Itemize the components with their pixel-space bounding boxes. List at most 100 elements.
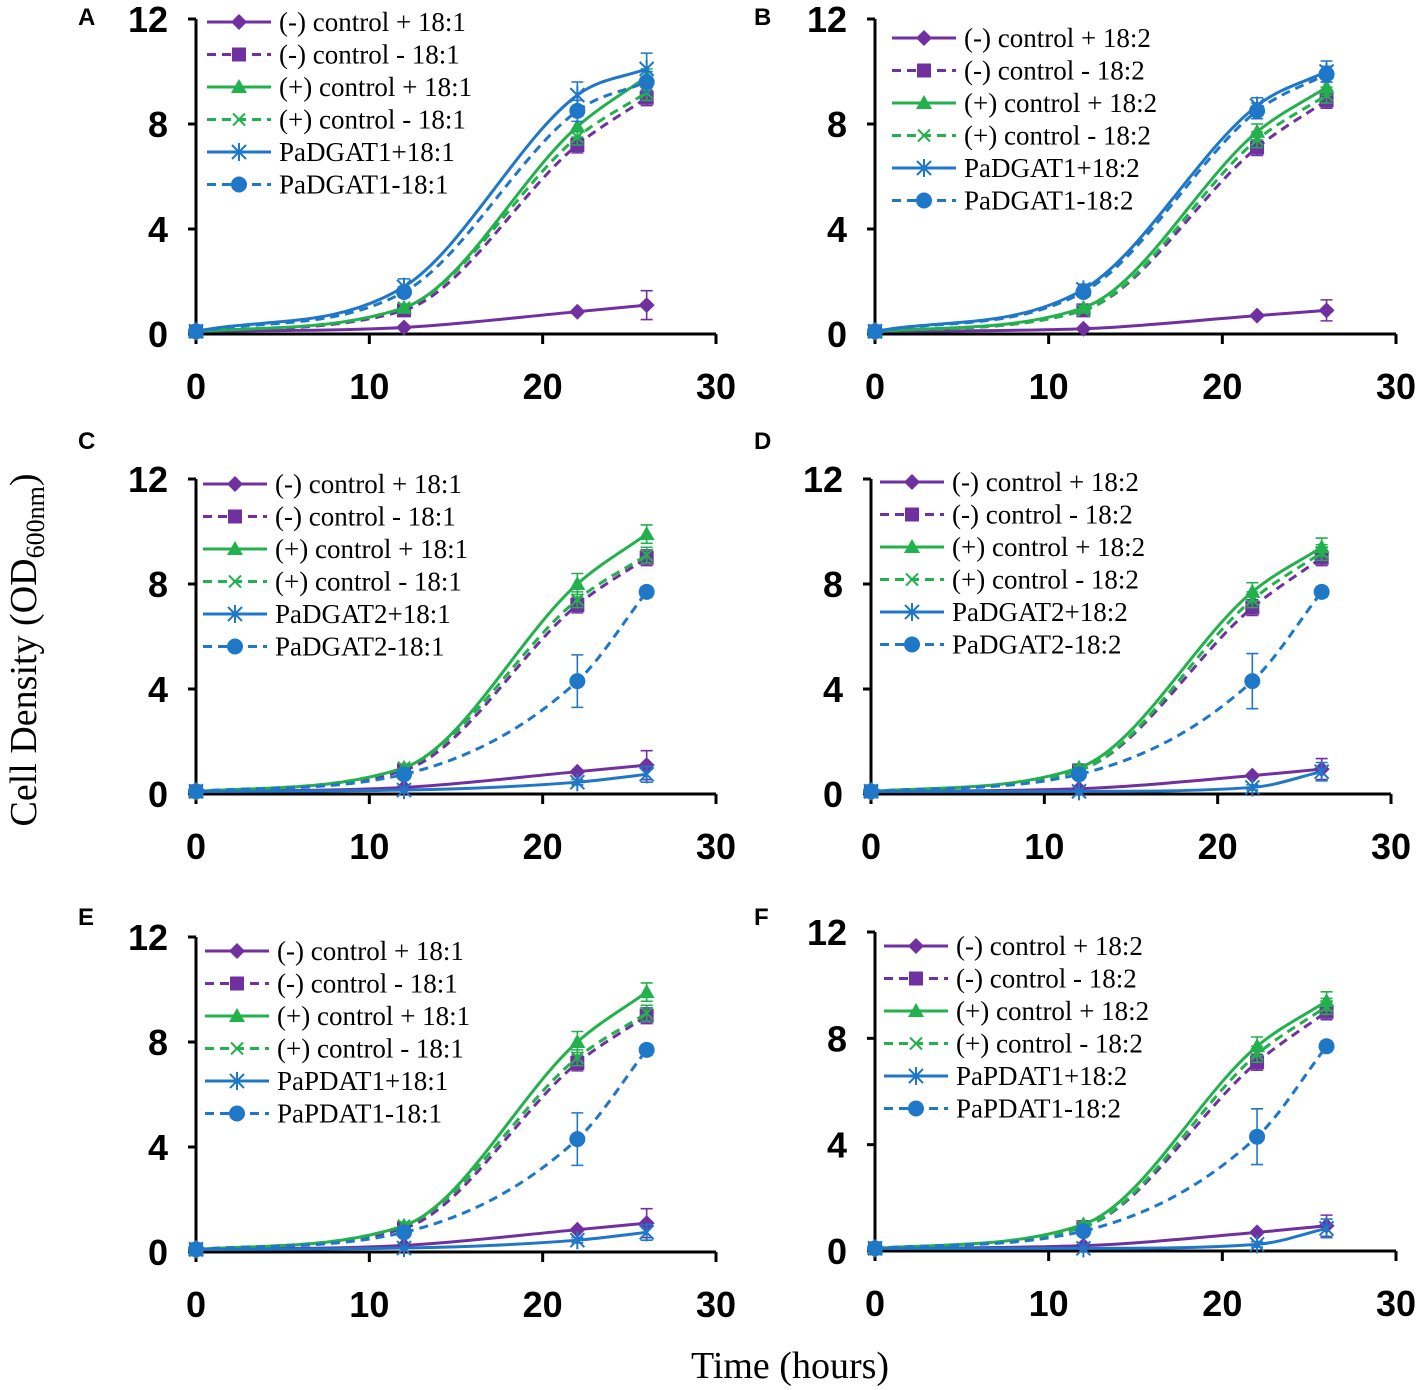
x-tick-label: 30 [1371, 826, 1411, 867]
legend-entry: (-) control - 18:2 [892, 56, 1145, 86]
y-tick-label: 0 [148, 774, 168, 815]
legend-label: PaDGAT2-18:2 [952, 630, 1122, 660]
x-tick-label: 0 [186, 826, 206, 867]
legend-entry: (+) control - 18:2 [892, 121, 1151, 151]
data-point [867, 1240, 883, 1257]
legend-label: (+) control - 18:1 [277, 1034, 464, 1064]
series-6 [188, 70, 655, 340]
data-point [396, 766, 412, 783]
legend-label: (-) control + 18:1 [277, 936, 464, 966]
legend-entry: PaPDAT1+18:2 [884, 1061, 1127, 1091]
panel-letter: E [78, 904, 94, 931]
data-point [397, 301, 411, 315]
y-axis-title-sub: 600nm [21, 486, 50, 558]
series-line [195, 303, 647, 333]
legend-entry: (+) control - 18:2 [884, 1029, 1143, 1059]
series-line [874, 72, 1328, 333]
legend-label: (+) control + 18:2 [956, 996, 1149, 1026]
data-point [1313, 762, 1330, 781]
legend-label: PaDGAT1-18:1 [279, 170, 449, 200]
legend-swatch-marker [229, 943, 245, 959]
y-tick-label: 8 [148, 1022, 168, 1063]
y-tick-label: 0 [823, 774, 843, 815]
data-point [1076, 303, 1091, 318]
data-point [569, 1034, 586, 1048]
data-point [1314, 545, 1329, 560]
x-tick-label: 0 [186, 366, 206, 407]
y-tick-label: 8 [827, 1018, 847, 1059]
data-point [569, 102, 586, 119]
data-point [188, 1241, 204, 1258]
x-tick-label: 0 [865, 1283, 885, 1324]
legend-entry: (+) control + 18:2 [884, 996, 1149, 1026]
legend-label: (-) control - 18:1 [279, 40, 460, 70]
chart-panel-d: D 0 4 8 12 0 10 20 30 (-) control + 18:2(-) contr… [754, 428, 1411, 867]
legend-entry: (-) control - 18:1 [207, 40, 460, 70]
data-point [1313, 583, 1330, 600]
chart-panel-b: B 0 4 8 12 0 10 20 30 (-) control + 18:2(-) contr… [754, 0, 1416, 407]
data-point [638, 765, 655, 784]
x-tick-label: 10 [1029, 366, 1069, 407]
legend-swatch-marker [230, 1041, 244, 1056]
legend-label: (+) control + 18:1 [279, 72, 472, 102]
x-tick-label: 0 [865, 366, 885, 407]
legend-entry: (+) control + 18:1 [205, 1001, 470, 1031]
legend-swatch-marker [228, 574, 242, 589]
x-tick-label: 10 [1024, 826, 1064, 867]
legend-swatch-marker [231, 79, 247, 93]
data-point [1318, 1219, 1335, 1238]
chart-panel-f: F 0 4 8 12 0 10 20 30 (-) control + 18:2(-) contr… [754, 904, 1416, 1324]
y-tick-label: 0 [827, 314, 847, 355]
data-point [1249, 1128, 1266, 1145]
legend-label: (-) control + 18:1 [275, 469, 462, 499]
data-point [1319, 999, 1334, 1014]
series-line [195, 1048, 648, 1251]
data-point [1244, 673, 1261, 690]
y-tick-label: 12 [128, 0, 168, 40]
legend-swatch-marker [227, 541, 243, 555]
legend-entry: (-) control + 18:2 [884, 931, 1143, 961]
data-point [396, 319, 412, 336]
series-line [874, 1045, 1328, 1250]
series-line [195, 80, 648, 333]
y-tick-label: 8 [823, 564, 843, 605]
legend-label: (+) control - 18:2 [956, 1029, 1143, 1059]
series-line [875, 1226, 1327, 1250]
data-point [569, 576, 586, 590]
y-tick-label: 12 [128, 917, 168, 958]
legend-label: PaDGAT1-18:2 [964, 186, 1134, 216]
x-tick-label: 20 [1202, 1283, 1242, 1324]
series-line [870, 590, 1323, 793]
data-point [1244, 778, 1261, 797]
legend-entry: PaDGAT2+18:2 [880, 597, 1128, 627]
legend-swatch-marker [908, 1100, 924, 1117]
legend-entry: (+) control + 18:2 [892, 88, 1157, 118]
series-6 [863, 583, 1330, 800]
x-tick-label: 20 [1198, 826, 1238, 867]
y-tick-label: 8 [827, 104, 847, 145]
legend-entry: (-) control + 18:1 [205, 936, 464, 966]
data-point [1250, 133, 1264, 147]
data-point [1318, 66, 1335, 83]
data-point [1249, 1038, 1266, 1053]
y-tick-label: 0 [827, 1231, 847, 1272]
legend-entry: PaPDAT1-18:2 [884, 1094, 1121, 1124]
legend-swatch-marker [228, 509, 242, 524]
y-tick-label: 8 [148, 104, 168, 145]
data-point [396, 1224, 412, 1241]
x-tick-label: 10 [349, 366, 389, 407]
panel-letter: C [78, 428, 95, 455]
legend-label: PaDGAT1+18:2 [964, 153, 1140, 183]
data-point [1071, 766, 1087, 783]
panel-letter: D [754, 428, 771, 455]
series-line [195, 590, 648, 793]
legend-entry: PaDGAT1-18:1 [207, 170, 449, 200]
y-tick-label: 0 [148, 1232, 168, 1273]
data-point [570, 593, 585, 607]
data-point [569, 673, 586, 690]
data-point [1249, 307, 1266, 324]
legend-label: PaDGAT2+18:1 [275, 599, 451, 629]
x-tick-label: 10 [349, 826, 389, 867]
data-point [638, 526, 655, 541]
